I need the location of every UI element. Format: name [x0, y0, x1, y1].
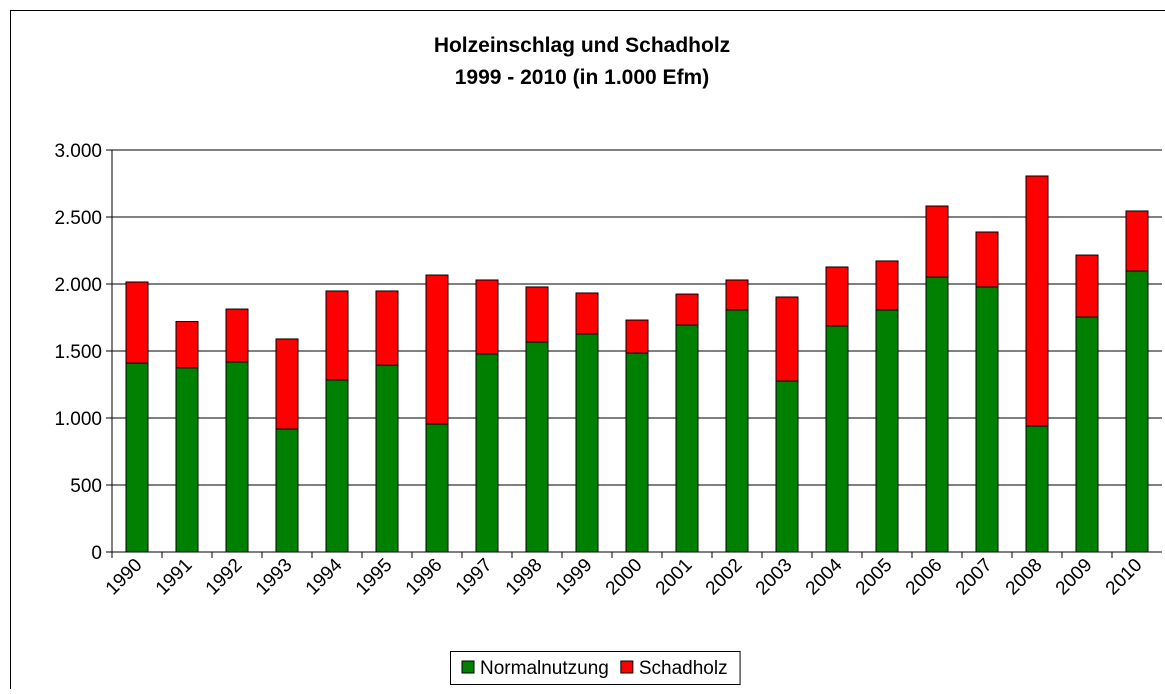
bar-segment [576, 334, 598, 552]
bar-segment [476, 280, 498, 354]
bar-segment [1026, 426, 1048, 552]
bar-segment [826, 326, 848, 552]
y-tick-label: 3.000 [54, 141, 102, 162]
bar-segment [726, 310, 748, 552]
bar-segment [726, 280, 748, 310]
y-tick-label: 2.000 [54, 275, 102, 296]
bar-segment [326, 291, 348, 380]
bar-segment [576, 293, 598, 334]
bar-segment [926, 277, 948, 552]
bar-segment [976, 287, 998, 552]
legend: Normalnutzung Schadholz [451, 652, 741, 685]
y-tick-label: 1.500 [54, 342, 102, 363]
bar-segment [876, 310, 898, 552]
bar-segment [1076, 317, 1098, 552]
y-tick-label: 1.000 [54, 409, 102, 430]
bar-segment [126, 363, 148, 552]
bar-segment [626, 353, 648, 552]
bar-segment [1076, 255, 1098, 317]
bar-segment [476, 354, 498, 552]
bar-segment [126, 282, 148, 363]
bar-segment [676, 325, 698, 552]
bar-segment [626, 320, 648, 353]
bar-segment [226, 309, 248, 362]
legend-swatch [462, 661, 474, 673]
bar-segment [176, 368, 198, 552]
bar-segment [426, 424, 448, 552]
bar-segment [276, 429, 298, 552]
y-tick-label: 2.500 [54, 208, 102, 229]
legend-swatch [621, 661, 633, 673]
bar-segment [376, 291, 398, 365]
bar-segment [426, 275, 448, 424]
bar-segment [976, 232, 998, 287]
bar-segment [826, 267, 848, 326]
bar-segment [676, 294, 698, 325]
bar-segment [776, 297, 798, 381]
legend-label: Normalnutzung [480, 658, 609, 679]
bar-segment [526, 342, 548, 552]
bar-segment [876, 261, 898, 310]
bar-segment [1026, 176, 1048, 426]
chart-title: Holzeinschlag und Schadholz [434, 34, 730, 57]
bar-segment [376, 365, 398, 552]
bar-segment [1126, 271, 1148, 552]
y-tick-label: 500 [70, 476, 102, 497]
bar-segment [276, 339, 298, 429]
bar-segment [176, 322, 198, 368]
bar-segment [926, 206, 948, 277]
legend-label: Schadholz [639, 658, 728, 679]
bar-segment [326, 380, 348, 552]
bar-segment [526, 287, 548, 342]
chart-subtitle: 1999 - 2010 (in 1.000 Efm) [455, 66, 709, 89]
bar-segment [776, 381, 798, 552]
bar-segment [226, 362, 248, 552]
y-tick-label: 0 [91, 543, 102, 564]
bar-segment [1126, 211, 1148, 271]
